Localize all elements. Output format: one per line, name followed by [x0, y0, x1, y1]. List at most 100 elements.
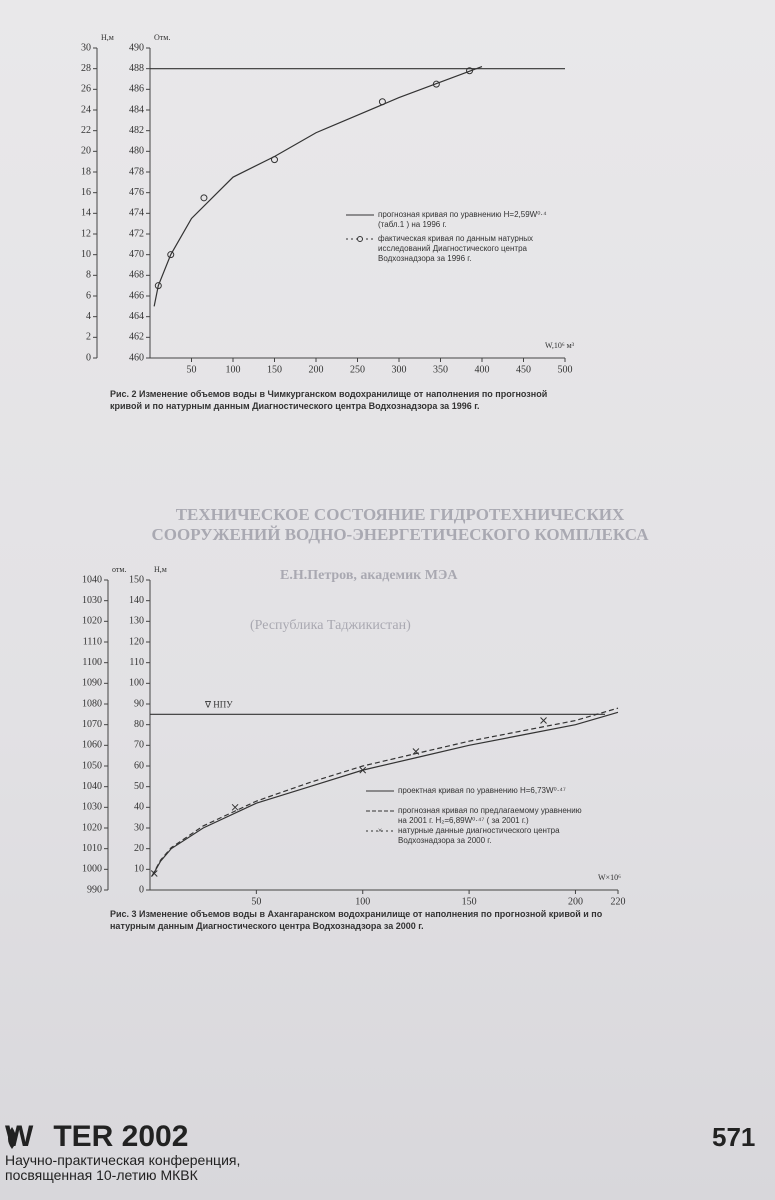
- logo: W TER 2002: [5, 1120, 188, 1154]
- y2-tick-label: 476: [129, 187, 144, 198]
- y-tick-label: 22: [81, 125, 91, 136]
- y-tick-label: 120: [129, 636, 144, 647]
- legend-marker: ×: [378, 826, 383, 835]
- x-tick-label: 150: [267, 364, 282, 375]
- bleed-country: (Республика Таджикистан): [250, 618, 411, 633]
- x-tick-label: 200: [309, 364, 324, 375]
- y-tick-label: 60: [134, 760, 144, 771]
- y2-axis-label: отм.: [112, 565, 126, 574]
- y-tick-label: 130: [129, 616, 144, 627]
- series-line: [151, 711, 619, 877]
- y-tick-label: 14: [81, 208, 91, 219]
- x-tick-label: 100: [355, 896, 370, 907]
- legend-entry: фактическая кривая по данным натурных ис…: [378, 234, 534, 263]
- x-tick-label: 200: [568, 896, 583, 907]
- data-point: [271, 156, 278, 164]
- bleed-heading: ТЕХНИЧЕСКОЕ СОСТОЯНИЕ ГИДРОТЕХНИЧЕСКИХ С…: [151, 505, 649, 544]
- y2-tick-label: 1030: [82, 802, 102, 813]
- y-tick-label: 8: [86, 270, 91, 281]
- y-tick-label: 20: [81, 146, 91, 157]
- y-tick-label: 140: [129, 595, 144, 606]
- x-tick-label: 150: [462, 896, 477, 907]
- y-tick-label: 0: [86, 352, 91, 363]
- npu-label: ∇ НПУ: [204, 699, 233, 709]
- y2-tick-label: 462: [129, 332, 144, 343]
- data-point: [412, 748, 420, 755]
- y-tick-label: 70: [134, 740, 144, 751]
- y-tick-label: 2: [86, 332, 91, 343]
- y2-tick-label: 1080: [82, 698, 102, 709]
- y-tick-label: 28: [81, 63, 91, 74]
- y2-tick-label: 1090: [82, 678, 102, 689]
- y2-tick-label: 1020: [82, 616, 102, 627]
- y2-tick-label: 1110: [83, 636, 102, 647]
- legend-entry: прогнозная кривая по уравнению H=2,59W⁰·…: [378, 210, 547, 229]
- y2-tick-label: 468: [129, 270, 144, 281]
- data-point: [432, 80, 440, 88]
- y2-tick-label: 482: [129, 125, 144, 136]
- y-tick-label: 10: [81, 249, 91, 260]
- page-number: 571: [712, 1122, 756, 1152]
- data-point: [200, 194, 208, 202]
- y2-tick-label: 478: [129, 166, 144, 177]
- y2-tick-label: 472: [129, 228, 144, 239]
- y2-tick-label: 464: [129, 311, 144, 322]
- data-point: [167, 251, 175, 259]
- x-tick-label: 50: [251, 896, 261, 907]
- y2-tick-label: 466: [129, 290, 144, 301]
- x-tick-label: 300: [392, 364, 407, 375]
- y-tick-label: 24: [81, 104, 91, 115]
- legend-entry: прогнозная кривая по предлагаемому уравн…: [398, 806, 582, 825]
- y-tick-label: 30: [81, 42, 91, 53]
- legend-entry: проектная кривая по уравнению H=6,73W⁰·⁴…: [398, 786, 566, 795]
- y-tick-label: 20: [134, 843, 144, 854]
- logo-drop: [8, 1127, 16, 1149]
- y-tick-label: 30: [134, 822, 144, 833]
- data-point: [540, 717, 547, 724]
- figure-caption: Рис. 3 Изменение объемов воды в Ахангара…: [110, 909, 603, 931]
- y-tick-label: 16: [81, 187, 91, 198]
- figure-caption: Рис. 2 Изменение объемов воды в Чимкурга…: [110, 389, 548, 411]
- y-tick-label: 26: [81, 84, 91, 95]
- y2-axis-label: Отм.: [154, 33, 170, 42]
- y-tick-label: 0: [139, 884, 144, 895]
- y-tick-label: 4: [86, 311, 91, 322]
- series-line: [153, 66, 483, 307]
- x-axis-label: W×10⁶: [598, 873, 621, 882]
- y2-tick-label: 470: [129, 249, 144, 260]
- logo-start: W: [5, 1120, 34, 1153]
- data-point: [378, 98, 386, 106]
- data-point: [150, 870, 158, 877]
- conference: Научно-практическая конференция, посвяще…: [5, 1152, 241, 1183]
- x-tick-label: 50: [187, 364, 197, 375]
- y2-tick-label: 1030: [82, 595, 102, 606]
- logo-end: TER 2002: [53, 1120, 189, 1153]
- y-tick-label: 80: [134, 719, 144, 730]
- y-tick-label: 150: [129, 574, 144, 585]
- y2-tick-label: 486: [129, 84, 144, 95]
- data-point: [359, 766, 367, 774]
- y-tick-label: 40: [134, 802, 144, 813]
- y-tick-label: 6: [86, 290, 91, 301]
- y2-tick-label: 1040: [82, 781, 102, 792]
- y2-tick-label: 480: [129, 146, 144, 157]
- y-tick-label: 50: [134, 781, 144, 792]
- y2-tick-label: 1040: [82, 574, 102, 585]
- y-axis-label: H,м: [154, 565, 167, 574]
- y2-tick-label: 474: [129, 208, 144, 219]
- y2-tick-label: 1100: [82, 657, 102, 668]
- data-point: [466, 67, 474, 75]
- y2-tick-label: 1050: [82, 760, 102, 771]
- x-axis-label: W,10⁶ м³: [545, 341, 575, 350]
- data-point: [231, 803, 239, 811]
- x-tick-label: 450: [516, 364, 531, 375]
- y2-tick-label: 1010: [82, 843, 102, 854]
- legend-entry: натурные данные диагностического центра …: [398, 826, 560, 845]
- x-tick-label: 100: [226, 364, 241, 375]
- y2-tick-label: 484: [129, 104, 144, 115]
- x-tick-label: 250: [350, 364, 365, 375]
- x-tick-label: 220: [611, 896, 626, 907]
- y2-tick-label: 1020: [82, 822, 102, 833]
- x-tick-label: 500: [558, 364, 573, 375]
